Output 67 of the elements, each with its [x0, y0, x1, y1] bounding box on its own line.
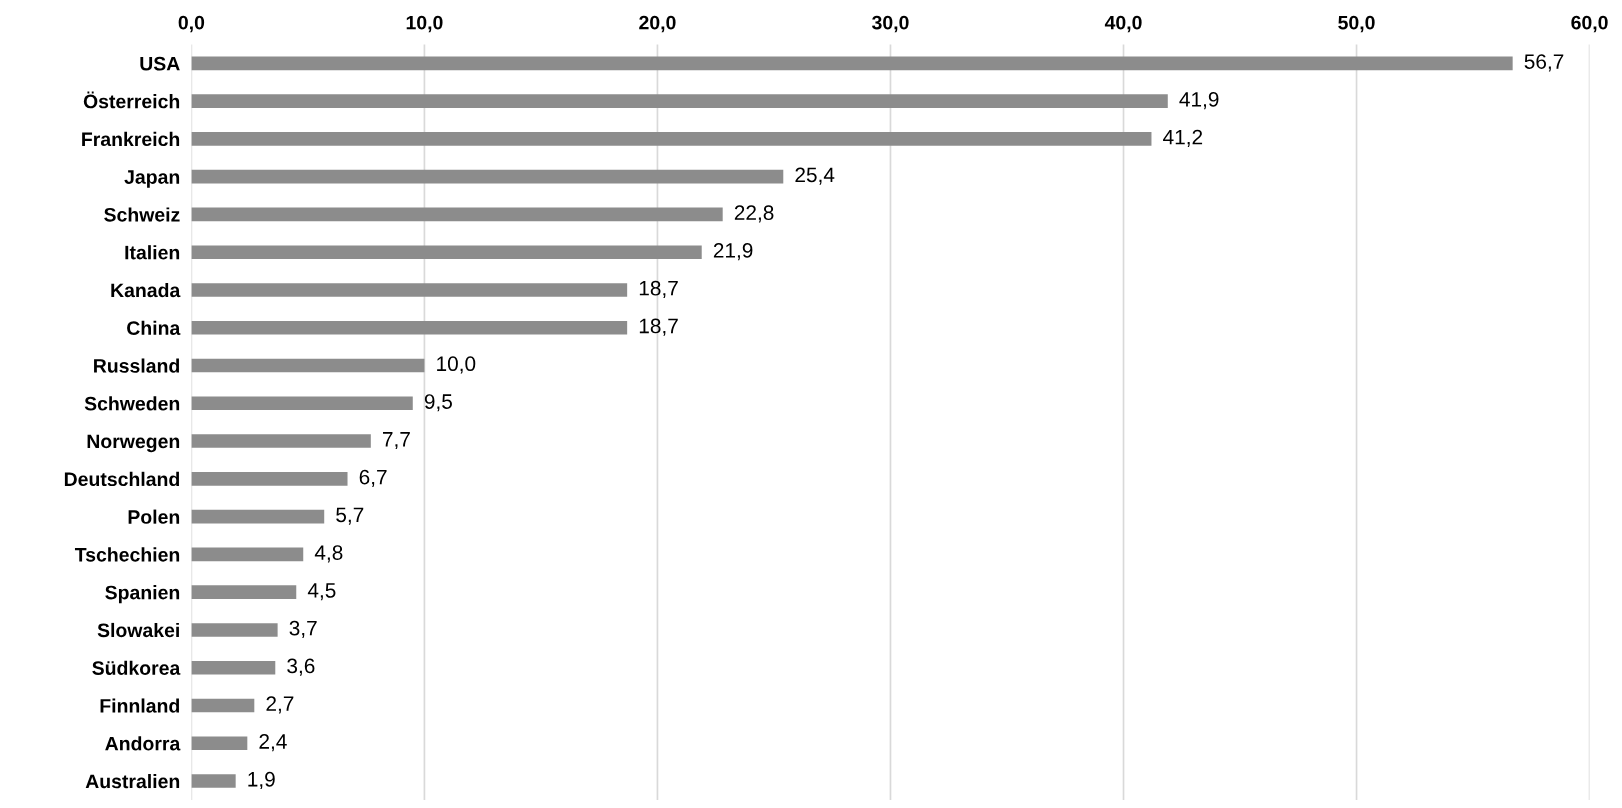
x-tick-label: 50,0	[1338, 15, 1375, 33]
data-label: 3,7	[289, 620, 317, 638]
bar	[191, 396, 413, 411]
data-label: 2,4	[259, 734, 287, 752]
y-tick-label: USA	[140, 56, 180, 71]
y-tick-label: Norwegen	[87, 434, 180, 453]
data-label: 7,7	[383, 432, 410, 450]
y-tick-label: Polen	[128, 509, 180, 524]
data-label: 41,2	[1163, 129, 1203, 147]
data-label: 18,7	[639, 280, 678, 299]
y-tick-label: Australien	[85, 773, 180, 789]
x-tick-label: 0,0	[178, 15, 205, 33]
bar	[191, 509, 325, 524]
y-tick-label: Tschechien	[74, 547, 180, 562]
x-tick-label: 30,0	[872, 15, 909, 33]
bar	[191, 774, 236, 788]
bar	[191, 56, 1513, 71]
data-label: 10,0	[437, 356, 476, 374]
y-tick-label: Frankreich	[82, 131, 180, 147]
bar	[191, 94, 1168, 108]
data-label: 41,9	[1179, 91, 1219, 110]
data-label: 6,7	[359, 469, 387, 487]
y-tick-label: Südkorea	[92, 660, 181, 675]
x-tick-label: 60,0	[1571, 15, 1608, 33]
bar	[191, 358, 425, 373]
data-label: 4,5	[307, 583, 336, 601]
x-tick-label: 40,0	[1104, 15, 1142, 33]
y-tick-label: Schweiz	[104, 207, 180, 222]
y-tick-label: Spanien	[105, 585, 180, 604]
bar	[191, 736, 248, 751]
bar	[191, 698, 255, 713]
data-label: 25,4	[795, 167, 835, 185]
bar	[191, 132, 1152, 146]
bar	[191, 169, 784, 184]
bar	[191, 585, 297, 599]
y-tick-label: China	[127, 320, 181, 335]
y-tick-label: Deutschland	[64, 471, 180, 487]
data-label: 9,5	[424, 394, 452, 412]
y-tick-label: Schweden	[84, 396, 180, 411]
bar	[191, 434, 371, 448]
bar	[191, 207, 723, 222]
bar	[191, 623, 278, 637]
x-tick-label: 20,0	[639, 15, 676, 33]
bar	[191, 660, 276, 675]
data-label: 5,7	[336, 507, 364, 525]
y-tick-label: Japan	[124, 170, 180, 188]
bar	[191, 283, 628, 297]
bar	[191, 320, 628, 335]
y-tick-label: Russland	[94, 358, 180, 373]
y-tick-label: Kanada	[111, 282, 181, 298]
bar	[191, 245, 702, 259]
y-tick-label: Österreich	[83, 91, 180, 109]
data-label: 3,6	[287, 658, 315, 676]
bar	[191, 547, 304, 562]
y-tick-label: Andorra	[105, 736, 181, 751]
data-label: 1,9	[248, 771, 275, 790]
bar	[191, 472, 348, 486]
data-label: 56,7	[1524, 54, 1564, 72]
data-label: 4,8	[314, 545, 343, 563]
y-tick-label: Finnland	[100, 698, 180, 713]
y-tick-label: Italien	[125, 245, 180, 260]
data-label: 21,9	[713, 243, 753, 261]
y-tick-label: Slowakei	[97, 622, 179, 638]
x-tick-label: 10,0	[406, 15, 443, 33]
data-label: 2,7	[266, 696, 294, 714]
data-label: 18,7	[639, 318, 678, 336]
data-label: 22,8	[734, 205, 774, 223]
